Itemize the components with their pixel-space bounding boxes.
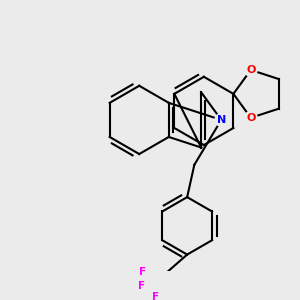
Text: O: O bbox=[246, 65, 256, 75]
Circle shape bbox=[147, 289, 164, 300]
Circle shape bbox=[134, 278, 150, 294]
Text: O: O bbox=[246, 113, 256, 123]
Circle shape bbox=[134, 264, 150, 280]
Text: F: F bbox=[152, 292, 159, 300]
Text: N: N bbox=[217, 115, 226, 125]
Text: F: F bbox=[139, 267, 146, 277]
Circle shape bbox=[215, 114, 228, 126]
Circle shape bbox=[244, 112, 257, 124]
Circle shape bbox=[244, 64, 257, 76]
Text: F: F bbox=[138, 281, 145, 291]
